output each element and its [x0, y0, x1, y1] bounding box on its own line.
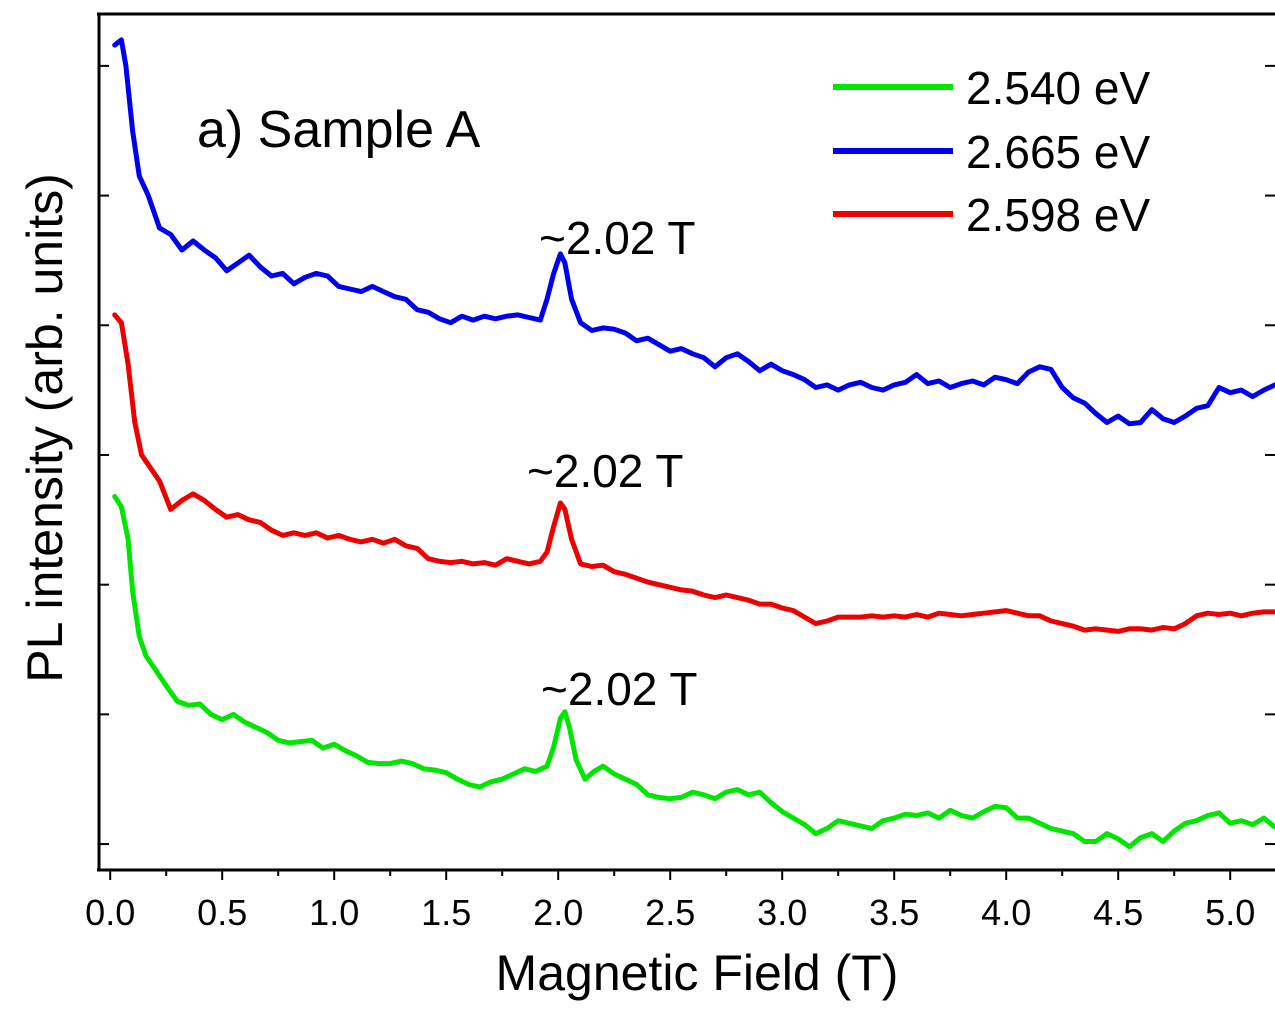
x-tick-label-6: 3.0: [757, 892, 807, 933]
legend: 2.540 eV 2.665 eV 2.598 eV: [833, 62, 1150, 241]
x-tick-label-3: 1.5: [421, 892, 471, 933]
x-tick-label-9: 4.5: [1093, 892, 1143, 933]
x-tick-label-2: 1.0: [309, 892, 359, 933]
peak-annotation-blue: ~2.02 T: [539, 212, 695, 264]
x-tick-label-1: 0.5: [197, 892, 247, 933]
peak-annotation-red: ~2.02 T: [527, 445, 683, 497]
x-tick-label-4: 2.0: [533, 892, 583, 933]
x-tick-label-8: 4.0: [981, 892, 1031, 933]
series-lines: [112, 37, 1275, 850]
plot-frame: [97, 12, 1275, 872]
x-tick-label-0: 0.0: [85, 892, 135, 933]
legend-label-1: 2.540 eV: [966, 62, 1150, 114]
series-line-1: [112, 494, 1275, 850]
x-tick-label-10: 5.0: [1205, 892, 1255, 933]
legend-label-2: 2.665 eV: [966, 126, 1150, 178]
series-line-3: [112, 312, 1275, 634]
x-tick-label-5: 2.5: [645, 892, 695, 933]
x-tick-label-7: 3.5: [869, 892, 919, 933]
x-ticks: 0.0 0.5 1.0 1.5 2.0 2.5 3.0 3.5 4.0 4.5 5.0: [85, 870, 1255, 933]
y-axis-title: PL intensity (arb. units): [17, 173, 73, 682]
panel-label: a) Sample A: [197, 101, 481, 159]
x-axis-title: Magnetic Field (T): [496, 945, 899, 1001]
peak-annotation-green: ~2.02 T: [541, 663, 697, 715]
y-ticks: [99, 64, 1275, 846]
legend-label-3: 2.598 eV: [966, 189, 1150, 241]
series-line-2: [112, 37, 1275, 427]
